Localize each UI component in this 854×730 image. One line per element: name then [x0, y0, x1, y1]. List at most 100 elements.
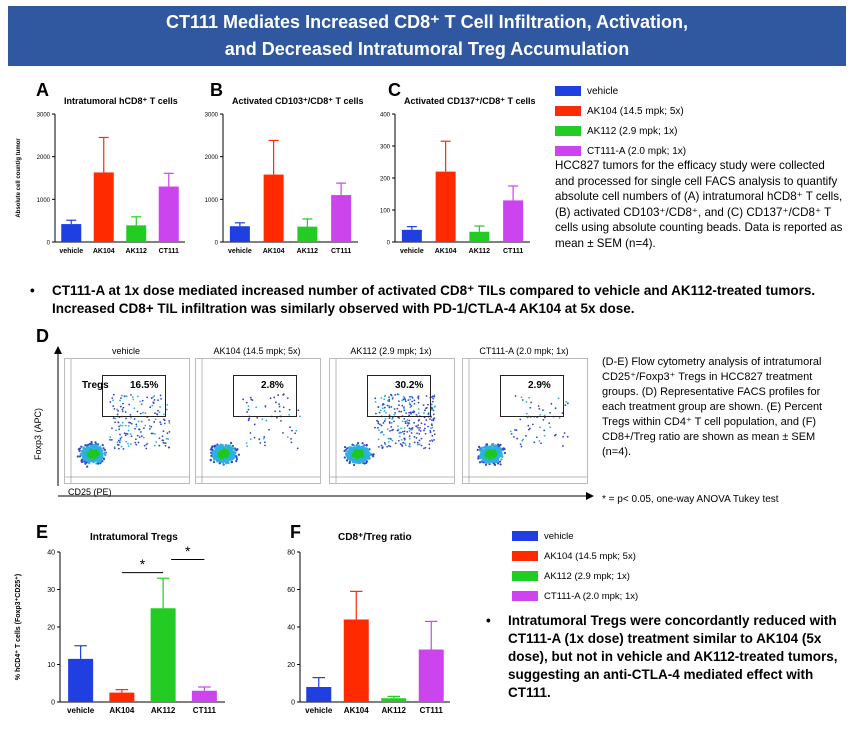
cell-dot [80, 458, 84, 461]
cell-dot [543, 429, 546, 432]
cell-dot [78, 449, 81, 453]
cell-dot [127, 445, 130, 448]
cell-dot [533, 441, 536, 444]
cell-dot [433, 394, 436, 397]
cell-dot [382, 402, 384, 405]
cell-dot [377, 422, 380, 425]
cell-dot [522, 438, 524, 441]
cell-dot [351, 460, 354, 464]
cell-dot [367, 455, 371, 459]
cell-dot [367, 450, 370, 453]
legend-swatch [555, 86, 581, 96]
cell-dot [343, 446, 347, 449]
cell-dot [112, 405, 115, 408]
cell-dot [217, 447, 220, 450]
y-tick-label: 40 [47, 550, 55, 557]
cell-dot [288, 413, 291, 416]
cell-dot [525, 412, 528, 415]
cell-dot [490, 447, 493, 451]
cell-dot [121, 408, 124, 411]
cell-dot [519, 418, 522, 421]
stat-note: * = p< 0.05, one-way ANOVA Tukey test [602, 494, 779, 505]
cell-dot [268, 428, 270, 431]
cell-dot [360, 449, 363, 452]
cell-dot [116, 413, 119, 416]
cell-dot [282, 393, 285, 396]
cell-dot [562, 435, 565, 438]
cell-dot [383, 442, 386, 444]
cell-dot [405, 420, 408, 423]
panel-title-f: CD8⁺/Treg ratio [338, 532, 412, 543]
cell-dot [403, 427, 406, 429]
cell-dot [375, 412, 377, 415]
cell-dot [125, 417, 127, 420]
cell-dot [136, 395, 139, 398]
cell-dot [109, 438, 111, 441]
cell-dot [416, 443, 419, 446]
cell-dot [127, 429, 130, 432]
cell-dot [148, 425, 151, 427]
cell-dot [420, 437, 423, 440]
cell-dot [494, 453, 497, 456]
cell-dot [362, 447, 365, 450]
x-tick-label: AK112 [382, 706, 407, 715]
chart-c: 0 100 200 300 400 vehicle AK104 AK112 CT111 [380, 113, 530, 255]
cell-dot [500, 447, 503, 450]
cell-dot [210, 454, 213, 457]
cell-dot [89, 453, 92, 457]
cell-dot [249, 432, 252, 434]
x-tick-label: vehicle [67, 706, 95, 715]
cell-dot [520, 396, 523, 399]
cell-dot [144, 412, 147, 414]
cell-dot [407, 422, 410, 425]
legend-swatch [555, 106, 581, 116]
cell-dot [345, 449, 348, 452]
cell-dot [153, 399, 156, 401]
cell-dot [369, 453, 372, 457]
cell-dot [561, 412, 564, 414]
cell-dot [389, 445, 392, 448]
cell-dot [145, 443, 148, 446]
legend-item: vehicle [512, 528, 638, 544]
cell-dot [413, 399, 416, 402]
legend-item: vehicle [555, 83, 686, 99]
cell-dot [94, 450, 98, 454]
cell-dot [76, 455, 79, 458]
cell-dot [364, 457, 367, 460]
cell-dot [497, 453, 500, 456]
cell-dot [137, 441, 140, 444]
cell-dot [408, 402, 411, 404]
cell-dot [168, 420, 171, 422]
cell-dot [398, 435, 401, 438]
y-tick-label: 3000 [205, 113, 219, 119]
cell-dot [229, 455, 233, 458]
x-tick-label: AK104 [263, 248, 285, 255]
cell-dot [433, 406, 436, 408]
cell-dot [377, 406, 380, 409]
significance-star: * [140, 556, 146, 572]
cell-dot [429, 440, 431, 442]
cell-dot [229, 444, 232, 447]
cell-dot [127, 442, 129, 445]
cell-dot [548, 422, 551, 425]
cell-dot [278, 405, 281, 408]
cell-dot [235, 458, 239, 461]
cell-dot [487, 461, 491, 464]
cell-dot [144, 424, 147, 427]
cell-dot [133, 418, 136, 420]
cell-dot [362, 460, 365, 463]
cell-dot [109, 401, 112, 403]
cell-dot [374, 426, 376, 429]
cell-dot [500, 458, 503, 461]
cell-dot [483, 449, 486, 452]
cell-dot [92, 452, 95, 455]
description-abc: HCC827 tumors for the efficacy study wer… [555, 159, 843, 250]
bar-CT111 [191, 690, 217, 702]
panel-label-f: F [290, 522, 301, 542]
cell-dot [432, 397, 435, 400]
cell-dot [167, 438, 170, 440]
cell-dot [358, 458, 361, 461]
treg-percentage: 30.2% [395, 380, 424, 391]
legend-label: AK104 (14.5 mpk; 5x) [544, 550, 636, 562]
bar-AK112 [150, 608, 176, 702]
